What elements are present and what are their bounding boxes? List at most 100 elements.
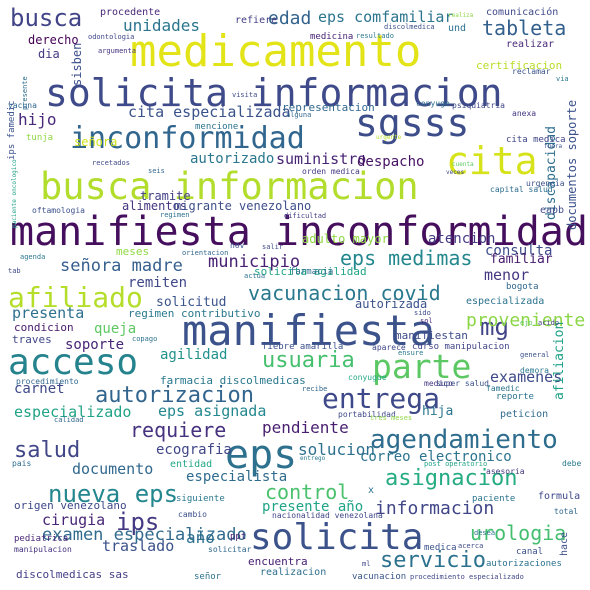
word: anexa — [512, 109, 537, 118]
word: argumenta — [98, 47, 136, 55]
word: proveniente — [466, 310, 586, 331]
word: control — [265, 480, 350, 504]
word: recetados — [92, 159, 130, 167]
word: señora madre — [60, 256, 183, 276]
word: demora — [520, 366, 549, 375]
word: tab — [8, 267, 21, 275]
word: fuera — [544, 143, 563, 150]
word: reclamar — [512, 67, 551, 76]
word: visita — [232, 91, 258, 99]
word: cuenta — [452, 161, 474, 168]
word: portabilidad — [338, 410, 396, 419]
word: despacho — [357, 154, 425, 170]
word: encuentra — [248, 555, 308, 568]
word: especializado — [14, 403, 132, 421]
word: x — [368, 485, 375, 496]
word: ppt — [230, 532, 247, 542]
word: asignacion — [385, 466, 518, 491]
word: cambio — [178, 510, 207, 519]
word: discolmedica — [384, 23, 435, 31]
word: meses — [116, 245, 150, 258]
word: paciente — [472, 494, 516, 504]
word: recibe — [302, 385, 328, 393]
word: eps comfamiliar — [318, 8, 454, 26]
word: consulta — [485, 243, 553, 259]
word: realiza — [448, 12, 474, 19]
word: eps medimas — [340, 246, 473, 270]
word: acido — [538, 319, 560, 327]
word: regimen — [160, 211, 190, 219]
word: remiten — [128, 275, 188, 291]
word: vacuna — [8, 101, 37, 110]
word: nacionalidad venezolana — [272, 511, 383, 520]
word: tableta — [482, 16, 567, 40]
word: señora — [74, 135, 118, 149]
word: resultado — [356, 32, 394, 40]
word: eps — [225, 432, 298, 478]
word: especializada — [466, 296, 545, 307]
word: refiere — [235, 15, 278, 26]
word: busca — [10, 4, 83, 32]
word: aparece — [372, 343, 406, 352]
word: sol — [420, 317, 433, 325]
word: realizacion — [260, 567, 327, 578]
word: seis — [148, 167, 165, 175]
word: medicamento — [130, 26, 422, 77]
word: calidad — [54, 416, 84, 424]
word: servicio — [380, 548, 486, 573]
word: solicita — [250, 517, 424, 558]
word: mencione — [195, 122, 239, 132]
word: regimen contributivo — [128, 307, 261, 320]
word: entrego — [300, 455, 326, 462]
word: carnet — [14, 381, 65, 397]
word: edad — [268, 8, 312, 29]
word: tunja — [26, 133, 54, 143]
word: odontologia — [88, 33, 135, 41]
word: dificultad — [284, 212, 327, 220]
word: und — [448, 23, 467, 34]
word: urgencia — [526, 179, 565, 188]
word: autorizado — [190, 151, 275, 167]
word: adulto mayor — [302, 232, 389, 246]
word: manipulacion — [14, 545, 72, 554]
word: comunicación — [486, 7, 559, 18]
word: fiebre amarilla — [262, 342, 344, 352]
word: inconformidad — [70, 121, 305, 156]
word: psiquiatria — [452, 101, 505, 110]
word: cita — [446, 139, 538, 183]
word: ips — [116, 508, 160, 536]
word: via — [556, 75, 569, 83]
word: origen venezolano — [14, 499, 127, 512]
word: traves — [12, 333, 52, 346]
word: actua — [244, 272, 266, 280]
word: queja — [94, 321, 137, 337]
word: conyuge — [416, 99, 450, 108]
word: entidad — [170, 459, 213, 470]
word: soporte — [65, 337, 125, 353]
word: correo electronico — [360, 449, 512, 465]
word: solucion — [298, 440, 376, 459]
word: solicitar — [208, 545, 252, 554]
word: documentos soporte — [565, 99, 579, 230]
word: traslado — [102, 537, 175, 555]
word: ensure — [398, 349, 424, 357]
word: menor — [484, 266, 530, 284]
word: urologia — [470, 521, 567, 545]
word: sgsss — [355, 101, 470, 145]
word: medicina — [310, 32, 354, 42]
word: pais — [12, 459, 32, 468]
word: municipio — [208, 252, 301, 272]
word: atencion — [428, 231, 496, 247]
word: hija — [422, 404, 454, 419]
word: busca informacion — [40, 165, 419, 208]
word: urgente — [376, 134, 402, 141]
word: curso manipulacion — [412, 342, 510, 352]
word: conyugue — [348, 373, 387, 382]
word: agendamiento — [370, 425, 558, 455]
word: cita especializada — [128, 103, 291, 121]
word: orientacion — [182, 249, 229, 257]
word: solicitud — [156, 295, 227, 310]
word: copago — [132, 335, 158, 343]
word: requiere — [130, 418, 227, 442]
